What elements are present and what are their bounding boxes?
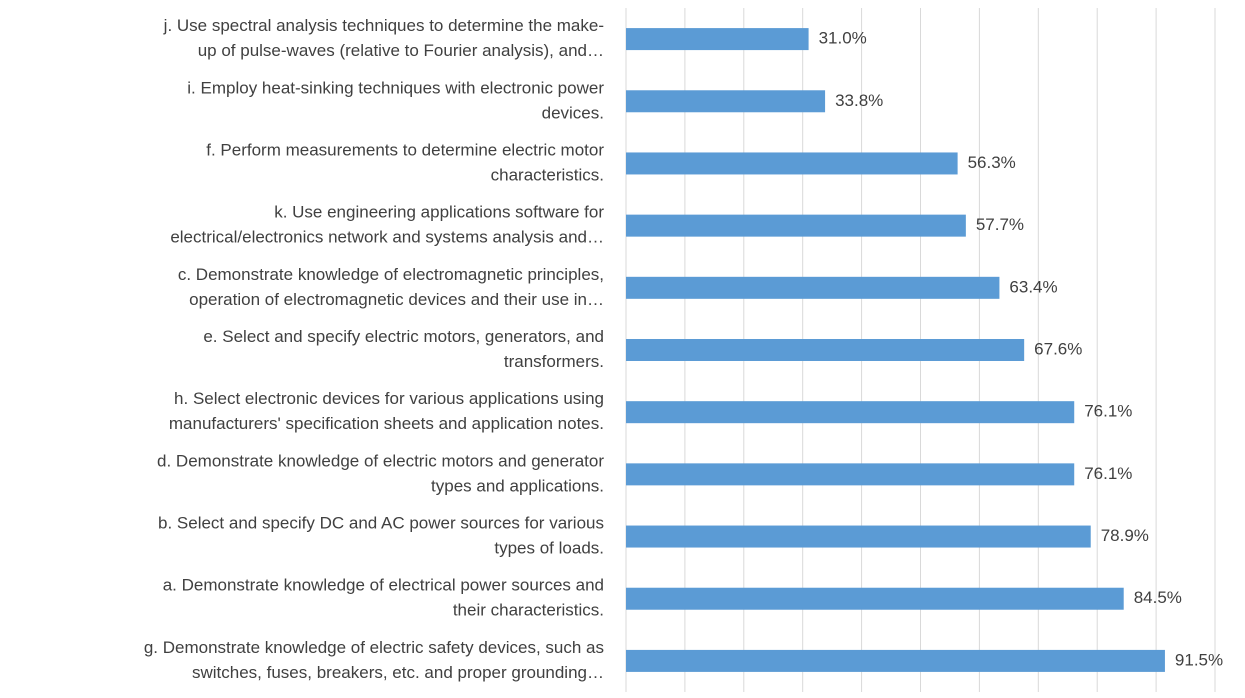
value-label: 78.9% xyxy=(1101,526,1149,545)
category-label: up of pulse-waves (relative to Fourier a… xyxy=(198,41,604,60)
bar xyxy=(626,339,1025,361)
value-label: 33.8% xyxy=(835,91,883,110)
bar xyxy=(626,90,826,113)
value-label: 63.4% xyxy=(1009,277,1057,296)
value-label: 91.5% xyxy=(1175,650,1223,669)
bar xyxy=(626,401,1075,424)
category-label: k. Use engineering applications software… xyxy=(274,203,604,222)
category-label: manufacturers' specification sheets and … xyxy=(169,414,604,433)
category-label: e. Select and specify electric motors, g… xyxy=(203,327,604,346)
value-label: 67.6% xyxy=(1034,339,1082,358)
category-label: switches, fuses, breakers, etc. and prop… xyxy=(192,663,604,682)
category-label: f. Perform measurements to determine ele… xyxy=(206,140,604,159)
category-label: b. Select and specify DC and AC power so… xyxy=(158,514,604,533)
category-label: i. Employ heat-sinking techniques with e… xyxy=(187,78,604,97)
value-label: 76.1% xyxy=(1084,464,1132,483)
bar xyxy=(626,152,958,175)
category-label: c. Demonstrate knowledge of electromagne… xyxy=(178,265,604,284)
category-label: characteristics. xyxy=(491,165,604,184)
bar xyxy=(626,28,809,51)
value-label: 84.5% xyxy=(1134,588,1182,607)
bar xyxy=(626,587,1124,610)
category-label: h. Select electronic devices for various… xyxy=(174,389,604,408)
category-label: transformers. xyxy=(504,352,604,371)
bar xyxy=(626,276,1000,299)
category-label: a. Demonstrate knowledge of electrical p… xyxy=(163,576,604,595)
category-label: electrical/electronics network and syste… xyxy=(170,228,604,247)
value-label: 57.7% xyxy=(976,215,1024,234)
category-label: types and applications. xyxy=(431,476,604,495)
category-label: g. Demonstrate knowledge of electric saf… xyxy=(144,638,604,657)
value-label: 31.0% xyxy=(819,29,867,48)
category-label: types of loads. xyxy=(494,539,604,558)
value-label: 56.3% xyxy=(968,153,1016,172)
category-label: devices. xyxy=(542,103,604,122)
bar xyxy=(626,214,966,237)
category-label: their characteristics. xyxy=(453,601,604,620)
value-label: 76.1% xyxy=(1084,402,1132,421)
bar xyxy=(626,649,1165,672)
category-label: operation of electromagnetic devices and… xyxy=(189,290,604,309)
bar xyxy=(626,463,1075,486)
category-label: d. Demonstrate knowledge of electric mot… xyxy=(157,451,604,470)
category-label: j. Use spectral analysis techniques to d… xyxy=(163,16,604,35)
bar xyxy=(626,525,1091,548)
